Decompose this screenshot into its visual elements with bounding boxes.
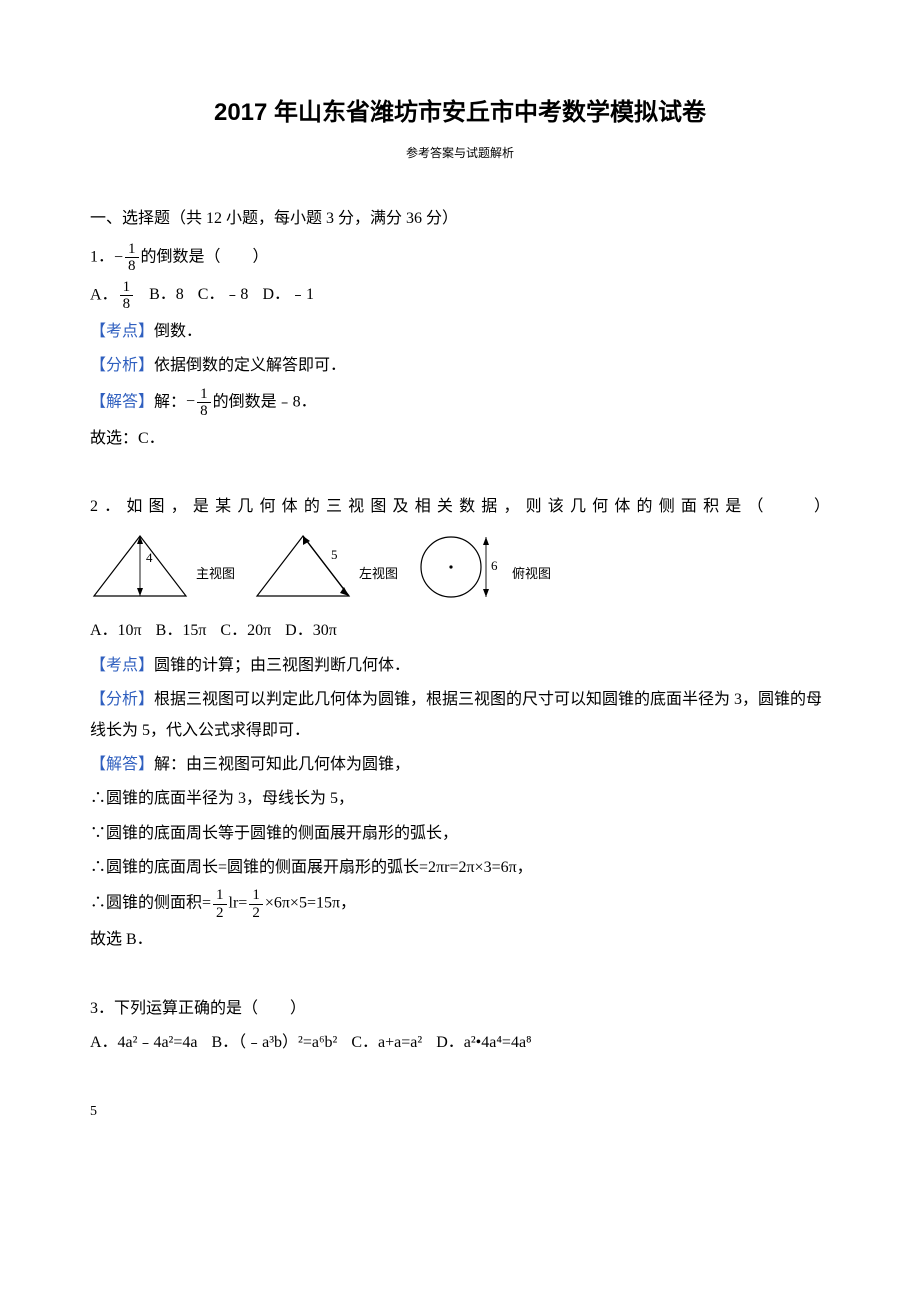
- q2-answer: 故选 B．: [90, 925, 830, 955]
- jieda-tag: 【解答】: [90, 393, 154, 410]
- q1-opt-c: C．﹣8: [198, 280, 249, 310]
- fenxi-tag: 【分析】: [90, 691, 154, 708]
- q2-figures: 4 主视图 5 左视图 6 俯视图: [90, 532, 830, 602]
- q2-opt-b: B．15π: [156, 616, 207, 646]
- q3-opt-d: D．a²•4a⁴=4a⁸: [436, 1028, 531, 1058]
- top-view-fig: 6 俯视图: [416, 532, 551, 602]
- section-1-header: 一、选择题（共 12 小题，每小题 3 分，满分 36 分）: [90, 204, 830, 234]
- top-view-caption: 俯视图: [512, 562, 551, 587]
- kaodian-tag: 【考点】: [90, 657, 154, 674]
- left-view-fig: 5 左视图: [253, 532, 398, 602]
- q1-opt-a: A．18: [90, 279, 135, 313]
- q1-opt-a-frac: 18: [120, 279, 134, 313]
- q2-opt-a: A．10π: [90, 616, 142, 646]
- minus-sign: −: [186, 387, 195, 417]
- q2-jieda-l2: ∴圆锥的底面半径为 3，母线长为 5，: [90, 784, 830, 814]
- q2-frac1: 12: [213, 887, 227, 921]
- front-view-fig: 4 主视图: [90, 532, 235, 602]
- q1-frac: 18: [125, 241, 139, 275]
- q1-fenxi: 【分析】依据倒数的定义解答即可．: [90, 351, 830, 381]
- kaodian-tag: 【考点】: [90, 323, 154, 340]
- q1-opt-d: D．﹣1: [262, 280, 314, 310]
- q3-stem: 3．下列运算正确的是（ ）: [90, 994, 830, 1024]
- q1-kaodian: 【考点】倒数．: [90, 317, 830, 347]
- q1-opt-b: B．8: [149, 280, 184, 310]
- minus-sign: −: [114, 243, 123, 273]
- q2-opt-c: C．20π: [220, 616, 271, 646]
- q1-stem-post: 的倒数是（ ）: [141, 248, 269, 265]
- page-number: 5: [90, 1099, 830, 1126]
- q2-frac2: 12: [249, 887, 263, 921]
- q2-kaodian: 【考点】圆锥的计算；由三视图判断几何体．: [90, 651, 830, 681]
- front-h-label: 4: [146, 550, 153, 565]
- q2-opt-d: D．30π: [285, 616, 337, 646]
- top-view-icon: 6: [416, 532, 506, 602]
- q1-stem: 1．−18的倒数是（ ）: [90, 241, 830, 275]
- left-view-icon: 5: [253, 532, 353, 602]
- q2-jieda-l1: 【解答】解：由三视图可知此几何体为圆锥，: [90, 750, 830, 780]
- q2-jieda-l5: ∴圆锥的侧面积=12lr=12×6π×5=15π，: [90, 887, 830, 921]
- jieda-tag: 【解答】: [90, 756, 154, 773]
- q2-fenxi: 【分析】根据三视图可以判定此几何体为圆锥，根据三视图的尺寸可以知圆锥的底面半径为…: [90, 685, 830, 746]
- fenxi-tag: 【分析】: [90, 357, 154, 374]
- q3-opt-c: C．a+a=a²: [351, 1028, 422, 1058]
- q2-jieda-l4: ∴圆锥的底面周长=圆锥的侧面展开扇形的弧长=2πr=2π×3=6π，: [90, 853, 830, 883]
- q3-options: A．4a²﹣4a²=4a B．（﹣a³b）²=a⁶b² C．a+a=a² D．a…: [90, 1028, 830, 1058]
- front-view-icon: 4: [90, 532, 190, 602]
- q1-answer: 故选：C．: [90, 424, 830, 454]
- doc-subtitle: 参考答案与试题解析: [90, 142, 830, 165]
- q2-stem: 2．如图，是某几何体的三视图及相关数据，则该几何体的侧面积是（ ）: [90, 492, 830, 522]
- q3-opt-b: B．（﹣a³b）²=a⁶b²: [211, 1028, 337, 1058]
- q2-options: A．10π B．15π C．20π D．30π: [90, 616, 830, 646]
- front-view-caption: 主视图: [196, 562, 235, 587]
- q1-jd-frac: 18: [197, 386, 211, 420]
- doc-title: 2017 年山东省潍坊市安丘市中考数学模拟试卷: [90, 90, 830, 136]
- left-view-caption: 左视图: [359, 562, 398, 587]
- q1-options: A．18 B．8 C．﹣8 D．﹣1: [90, 279, 830, 313]
- q1-stem-pre: 1．: [90, 248, 114, 265]
- q3-opt-a: A．4a²﹣4a²=4a: [90, 1028, 197, 1058]
- q1-jieda: 【解答】解：−18的倒数是﹣8．: [90, 386, 830, 420]
- left-l-label: 5: [331, 547, 338, 562]
- top-d-label: 6: [491, 558, 498, 573]
- page: 2017 年山东省潍坊市安丘市中考数学模拟试卷 参考答案与试题解析 一、选择题（…: [0, 0, 920, 1165]
- q2-jieda-l3: ∵圆锥的底面周长等于圆锥的侧面展开扇形的弧长，: [90, 819, 830, 849]
